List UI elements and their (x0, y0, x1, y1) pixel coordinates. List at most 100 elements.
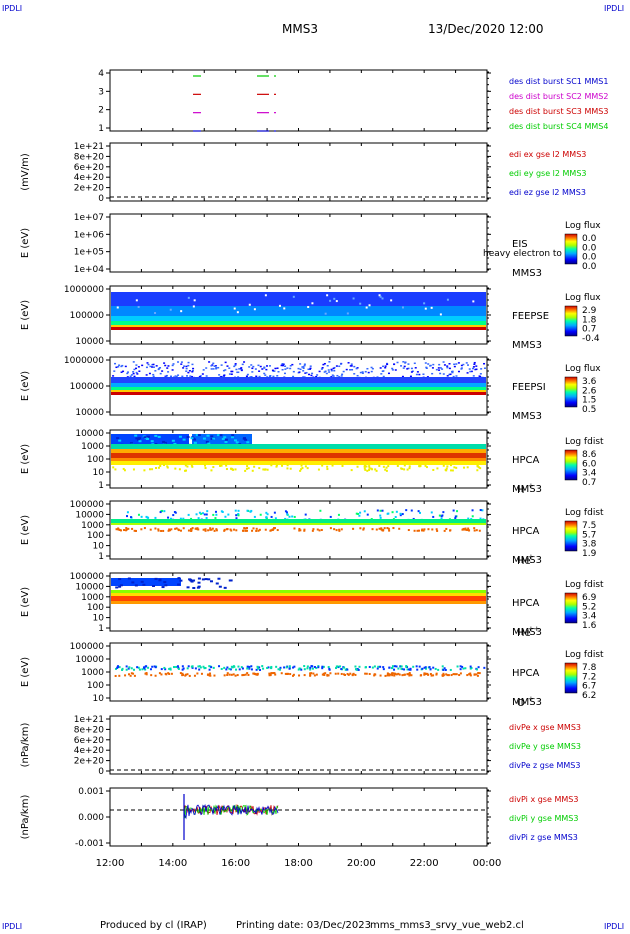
spectro-pixel (231, 436, 235, 439)
spectro-pixel (410, 371, 413, 373)
spectro-pixel (197, 517, 200, 520)
spectro-pixel (177, 583, 181, 586)
spectro-pixel (118, 364, 121, 366)
spectro-pixel (278, 304, 281, 307)
spectro-pixel (464, 527, 467, 530)
spectro-pixel (274, 673, 277, 676)
spectro-pixel (182, 673, 185, 676)
spectro-pixel (477, 666, 480, 669)
spectro-pixel (335, 665, 338, 668)
spectro-pixel (232, 665, 235, 668)
hpca-h-spectrogram (111, 434, 486, 472)
spectro-pixel (366, 367, 369, 370)
spectro-pixel (154, 434, 158, 437)
colorbar-tick-label: -0.4 (582, 334, 600, 344)
spectro-pixel (303, 674, 306, 677)
y-tick-label: 10000 (75, 429, 104, 439)
spectro-pixel (343, 666, 346, 669)
spectro-pixel (223, 529, 226, 532)
spectro-pixel (160, 529, 163, 532)
spectro-pixel (191, 363, 194, 366)
spectro-band (111, 327, 486, 330)
colorbar-tick-label: 8.6 (582, 450, 597, 460)
spectro-pixel (261, 665, 264, 668)
spectro-pixel (483, 362, 486, 365)
spectro-pixel (269, 375, 272, 377)
spectro-pixel (453, 365, 456, 368)
spectro-pixel (333, 366, 336, 369)
spectro-pixel (423, 673, 426, 676)
spectro-pixel (135, 299, 138, 302)
spectro-pixel (130, 667, 133, 670)
spectro-pixel (368, 465, 371, 468)
spectro-pixel (219, 434, 223, 437)
spectro-pixel (145, 672, 148, 675)
spectro-pixel (233, 439, 237, 442)
spectro-pixel (186, 673, 189, 676)
spectro-pixel (171, 439, 175, 442)
spectro-pixel (143, 527, 146, 530)
spectro-pixel (154, 312, 157, 315)
y-tick-label: 4e+20 (74, 173, 105, 183)
legend-entry: des dist burst SC1 MMS1 (509, 77, 608, 86)
spectro-pixel (122, 467, 125, 470)
spectro-pixel (118, 674, 121, 677)
spectro-pixel (180, 361, 183, 363)
spectro-pixel (402, 361, 405, 363)
spectro-pixel (193, 299, 196, 302)
spectro-pixel (272, 375, 275, 378)
spectro-pixel (255, 527, 258, 530)
spectro-pixel (304, 372, 307, 374)
spectro-pixel (324, 672, 327, 675)
spectro-pixel (405, 509, 408, 512)
spectro-pixel (269, 529, 272, 532)
spectro-pixel (124, 365, 127, 368)
panel-frame (109, 715, 488, 775)
spectro-pixel (311, 665, 314, 668)
spectro-pixel (225, 464, 228, 467)
spectro-pixel (168, 667, 171, 670)
spectro-pixel (264, 374, 267, 376)
spectro-pixel (375, 528, 378, 531)
colorbar-title: Log fdist (565, 437, 604, 447)
spectro-pixel (200, 672, 203, 675)
y-tick-label: 1000 (81, 668, 104, 678)
spectro-pixel (446, 366, 449, 369)
hpca-heplusplus-spectrogram (111, 577, 486, 604)
spectro-pixel (218, 585, 222, 588)
spectro-pixel (163, 362, 166, 364)
spectro-pixel (335, 667, 338, 670)
spectro-pixel (302, 370, 305, 372)
spectro-pixel (480, 368, 483, 370)
spectro-pixel (292, 673, 295, 676)
spectro-pixel (123, 529, 126, 532)
spectro-pixel (244, 469, 247, 472)
spectro-pixel (211, 364, 214, 366)
spectro-pixel (450, 674, 453, 677)
spectro-pixel (479, 517, 482, 520)
spectro-pixel (204, 667, 207, 670)
spectro-pixel (223, 674, 226, 677)
y-tick-label: 100000 (70, 311, 105, 321)
spectro-pixel (193, 441, 197, 444)
y-tick-label: 8e+20 (74, 152, 105, 162)
spectro-pixel (356, 374, 359, 377)
spectro-band (111, 449, 486, 453)
spectro-pixel (253, 515, 256, 518)
spectro-pixel (326, 465, 329, 468)
spectro-band (111, 519, 486, 523)
spectro-pixel (402, 367, 405, 369)
spectro-pixel (442, 668, 445, 671)
spectro-pixel (429, 364, 432, 367)
spectro-pixel (313, 666, 316, 669)
spectro-pixel (460, 364, 463, 367)
spectro-pixel (234, 674, 237, 677)
spectro-pixel (125, 528, 128, 531)
spectro-pixel (197, 577, 201, 580)
spectro-band (111, 596, 486, 601)
spectro-pixel (209, 527, 212, 530)
y-axis-label: E (eV) (20, 587, 31, 617)
spectro-pixel (204, 578, 208, 581)
spectro-pixel (118, 585, 122, 588)
spectro-pixel (449, 668, 452, 671)
